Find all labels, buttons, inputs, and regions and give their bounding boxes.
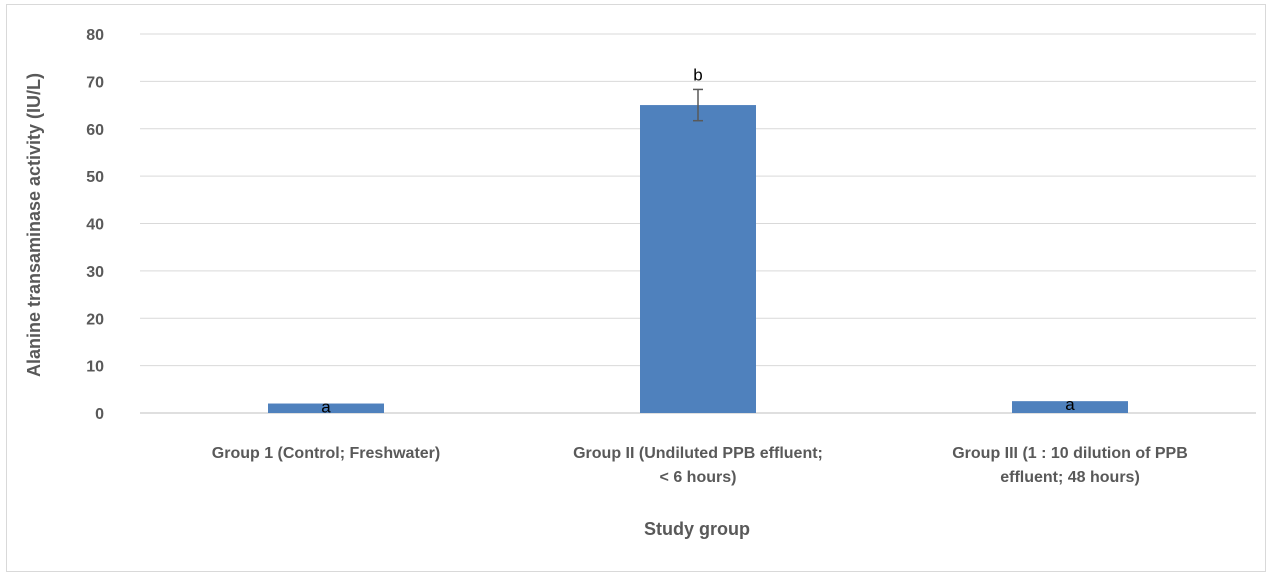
significance-labels: a b a <box>321 65 1075 416</box>
x-category-label: < 6 hours) <box>660 469 737 486</box>
y-tick-label: 40 <box>86 217 104 234</box>
y-tick-label: 70 <box>86 74 104 91</box>
y-axis-ticks: 0 10 20 30 40 50 60 70 80 <box>86 27 104 423</box>
bar <box>640 105 756 413</box>
y-tick-label: 0 <box>95 406 104 423</box>
y-tick-label: 60 <box>86 122 104 139</box>
bar <box>1012 401 1128 413</box>
significance-label: a <box>321 398 331 417</box>
y-axis-title: Alanine transaminase activity (IU/L) <box>24 73 44 377</box>
y-tick-label: 50 <box>86 169 104 186</box>
error-bars <box>693 88 703 122</box>
significance-label: a <box>1065 395 1075 414</box>
y-tick-label: 10 <box>86 359 104 376</box>
x-axis-category-labels: Group 1 (Control; Freshwater) Group II (U… <box>212 445 1188 486</box>
x-axis-title: Study group <box>644 519 750 539</box>
x-category-label: Group III (1 : 10 dilution of PPB <box>952 445 1188 462</box>
bars <box>268 105 1128 413</box>
chart-frame <box>6 4 1266 572</box>
x-category-label: Group II (Undiluted PPB effluent; <box>573 445 823 462</box>
y-tick-label: 20 <box>86 311 104 328</box>
significance-label: b <box>693 65 702 84</box>
y-tick-label: 30 <box>86 264 104 281</box>
x-category-label: Group 1 (Control; Freshwater) <box>212 445 440 462</box>
bar <box>268 403 384 413</box>
x-category-label: effluent; 48 hours) <box>1000 469 1140 486</box>
y-tick-label: 80 <box>86 27 104 44</box>
